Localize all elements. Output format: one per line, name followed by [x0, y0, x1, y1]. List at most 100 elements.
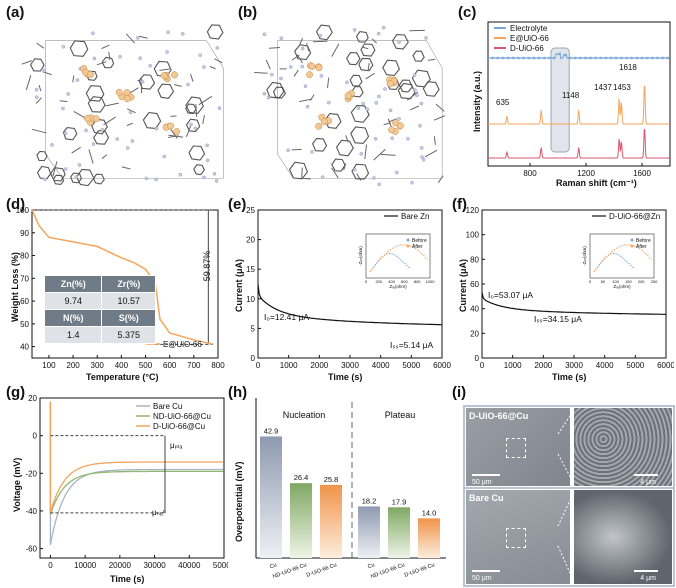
g-ytick-label-4: 20: [28, 394, 37, 403]
peak-label-635: 635: [496, 98, 510, 107]
e-xtick-label-6: 6000: [433, 361, 451, 370]
peak-label-1148: 1148: [562, 91, 580, 100]
h-cat-label-0-1: ND-UiO-66 Cu: [272, 562, 308, 580]
mol-a-atom-29: [34, 95, 39, 100]
mol-a-atom-39: [61, 44, 66, 49]
mol-b-ring-23: [346, 51, 361, 66]
tga-ytick-label-4: 80: [20, 252, 29, 261]
tga-series-line: [31, 209, 214, 346]
mol-a-ring-7: [91, 118, 108, 135]
mol-a-ring-14: [36, 150, 48, 162]
e-legend: Bare Zn: [401, 212, 429, 221]
mol-b-atom-43: [365, 107, 370, 112]
e-inset-xtick-4: 800: [414, 279, 421, 284]
mol-a-atom-32: [202, 65, 206, 69]
mol-a-atom-12: [91, 31, 95, 36]
panel-label-i: (i): [452, 384, 467, 401]
mol-b-ring-25: [350, 126, 370, 144]
mol-b-atom-23: [419, 101, 424, 106]
mol-b-atom-20: [390, 136, 394, 141]
mol-b-atom-36: [303, 84, 308, 89]
mol-b-atom-44: [397, 117, 401, 121]
e-inset-xtick-3: 600: [401, 279, 408, 284]
h-cat-label-1-2: D-UiO-66 Cu: [404, 562, 436, 579]
mol-a-bond-26: [21, 60, 33, 65]
sem-bottom-scalebar: [472, 570, 500, 572]
e-inset-frame: [365, 233, 431, 279]
mol-b-atom-48: [415, 93, 419, 97]
mol-b-bond-18: [293, 69, 299, 77]
mol-a-bond-39: [105, 102, 119, 107]
mol-b-metal-3-2: [388, 126, 395, 134]
mol-b-bond-25: [433, 136, 436, 145]
mol-a-atom-19: [180, 32, 185, 36]
sem-frame: [463, 405, 675, 587]
mol-a-ring-24: [93, 173, 105, 185]
mol-a-atom-42: [92, 56, 97, 61]
mol-b-atom-47: [413, 88, 417, 92]
mol-b-atom-39: [424, 36, 428, 40]
mol-b-atom-13: [383, 87, 387, 91]
tga-xtick-label-1: 200: [66, 361, 80, 370]
mol-b-ring-16: [422, 81, 440, 97]
mol-a-ring-19: [85, 85, 105, 102]
mol-b-bond-5: [302, 177, 311, 180]
mol-b-ring-20: [266, 81, 285, 99]
sem-bottom-low: Bare Cu 50 μm: [466, 490, 570, 584]
f-ytick-label-4: 80: [470, 255, 479, 264]
f-inset-legend-before: Before: [636, 238, 651, 244]
table-val-zn: 9.74: [43, 292, 103, 310]
g-xtick-label-1: 10000: [74, 561, 97, 570]
f-ytick-label-0: 0: [475, 354, 480, 363]
e-iss-label: Iₛₛ=5.14 μA: [390, 340, 433, 350]
mol-b-cell-box: [277, 40, 443, 179]
sem-bottom-scale: 50 μm: [472, 575, 492, 582]
f-inset-xtick-4: 200: [638, 279, 645, 284]
h-bar-label-1-0: 18.2: [362, 496, 377, 505]
raman-xlabel: Raman shift: [556, 178, 608, 188]
mol-a-bond-10: [101, 154, 108, 159]
h-bar-1-2: [418, 518, 440, 558]
mol-b-metal-1-4: [386, 80, 394, 88]
mol-a-cell-box: [45, 40, 224, 179]
mol-a-atom-22: [144, 176, 149, 181]
g-xtick-label-2: 20000: [109, 561, 132, 570]
mol-a-atom-21: [162, 154, 167, 159]
mol-b-bond-23: [299, 37, 303, 46]
mol-a-atom-43: [77, 163, 82, 167]
sem-top-low: D-UiO-66@Cu 50 μm: [466, 408, 570, 486]
mol-b-atom-32: [377, 94, 381, 99]
sem-bottom-zoom-line-1: [557, 491, 575, 527]
h-bar-label-0-0: 42.9: [264, 426, 279, 435]
mol-b-atom-28: [345, 80, 349, 85]
mol-a-metal-0-4: [87, 70, 94, 78]
mol-b-metal-0-2: [315, 64, 323, 72]
e-inset-xtick-5: 1000: [426, 279, 436, 284]
g-xlabel: Time (s): [110, 574, 144, 584]
mol-b-ring-22: [335, 139, 354, 157]
mol-b-ring-19: [288, 161, 309, 180]
mol-b-bond-31: [365, 72, 375, 80]
mol-b-bond-17: [345, 135, 349, 143]
g-ytick-label-0: -60: [25, 545, 37, 554]
e-xtick-label-3: 3000: [341, 361, 359, 370]
mol-b-bond-16: [409, 105, 420, 111]
crystal-structure-a: [21, 24, 224, 187]
mol-b-atom-8: [376, 31, 381, 36]
g-xtick-label-5: 50000: [213, 561, 228, 570]
mol-b-bond-30: [388, 118, 397, 123]
mol-b-ring-2: [358, 57, 374, 72]
mol-a-bond-1: [31, 128, 47, 134]
table-val-zr: 10.57: [101, 292, 156, 310]
mol-b-bond-36: [437, 175, 444, 184]
h-bar-0-2: [320, 484, 342, 558]
f-frame: [481, 209, 667, 359]
mol-b-ring-0: [315, 24, 333, 41]
mol-a-bond-19: [103, 116, 116, 126]
panel-label-h: (h): [228, 384, 248, 401]
f-inset-legend-after: After: [636, 244, 647, 250]
mol-b-atom-38: [300, 64, 305, 69]
e-inset-legend-dot-before: [406, 238, 410, 242]
mol-a-atom-3: [198, 53, 203, 57]
mol-b-atom-15: [395, 170, 399, 175]
